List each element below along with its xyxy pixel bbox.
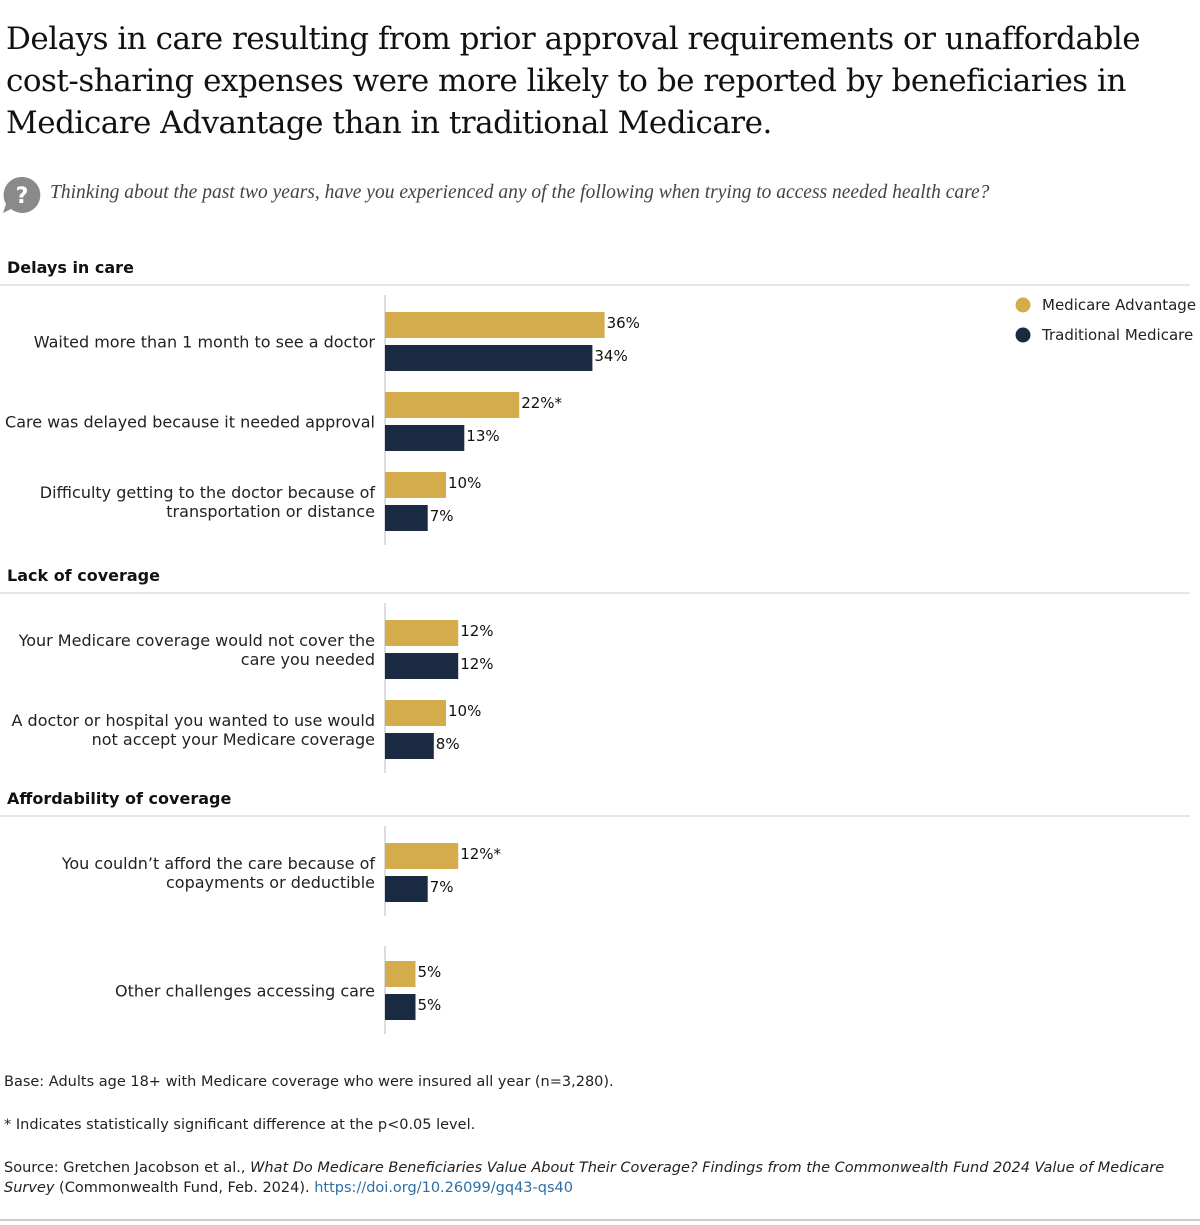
legend-swatch <box>1015 297 1031 313</box>
legend-swatch <box>1015 327 1031 343</box>
significance-note: * Indicates statistically significant di… <box>4 1117 476 1133</box>
question-icon: ? <box>3 176 41 213</box>
bar <box>385 392 520 418</box>
value-label: 12%* <box>460 845 502 863</box>
value-label: 12% <box>460 655 494 673</box>
bar <box>385 620 459 646</box>
value-label: 8% <box>435 735 460 753</box>
legend-label: Traditional Medicare <box>1042 326 1194 344</box>
group-title: Affordability of coverage <box>7 789 232 808</box>
source-suffix: (Commonwealth Fund, Feb. 2024). <box>54 1180 315 1196</box>
source-link[interactable]: https://doi.org/10.26099/gq43-qs40 <box>314 1180 573 1196</box>
chart-title: Delays in care resulting from prior appr… <box>6 21 1141 141</box>
category-label: Care was delayed because it needed appro… <box>5 412 375 431</box>
source-note: Source: Gretchen Jacobson et al., What D… <box>4 1158 1184 1198</box>
value-label: 5% <box>417 996 442 1014</box>
base-note: Base: Adults age 18+ with Medicare cover… <box>4 1074 614 1090</box>
question: Thinking about the past two years, have … <box>50 182 990 203</box>
bar <box>385 345 593 371</box>
bar <box>385 472 446 498</box>
category-label: Difficulty getting to the doctor because… <box>39 482 375 521</box>
value-label: 36% <box>606 314 640 332</box>
bar <box>385 876 428 902</box>
bar <box>385 843 459 869</box>
category-label: You couldn’t afford the care because of … <box>61 853 375 892</box>
legend-label: Medicare Advantage <box>1042 296 1197 314</box>
value-label: 22%* <box>521 394 563 412</box>
source-prefix: Source: Gretchen Jacobson et al., <box>4 1160 251 1176</box>
bar <box>385 961 416 987</box>
value-label: 12% <box>460 622 494 640</box>
bar <box>385 733 434 759</box>
category-label: Other challenges accessing care <box>115 981 375 1000</box>
bar <box>385 505 428 531</box>
bar <box>385 653 459 679</box>
value-label: 10% <box>448 702 482 720</box>
svg-text:?: ? <box>16 184 29 209</box>
group-title: Lack of coverage <box>7 566 160 585</box>
value-label: 5% <box>417 963 442 981</box>
value-label: 34% <box>594 347 628 365</box>
value-label: 7% <box>429 507 454 525</box>
source-title: What Do Medicare Beneficiaries Value Abo… <box>4 1160 1165 1196</box>
bar <box>385 700 446 726</box>
bar <box>385 994 416 1020</box>
value-label: 10% <box>448 474 482 492</box>
bar <box>385 425 465 451</box>
value-label: 7% <box>429 878 454 896</box>
bar <box>385 312 605 338</box>
group-title: Delays in care <box>7 258 134 277</box>
value-label: 13% <box>466 427 500 445</box>
category-label: A doctor or hospital you wanted to use w… <box>11 710 375 749</box>
category-label: Waited more than 1 month to see a doctor <box>33 332 375 351</box>
category-label: Your Medicare coverage would not cover t… <box>18 630 375 669</box>
